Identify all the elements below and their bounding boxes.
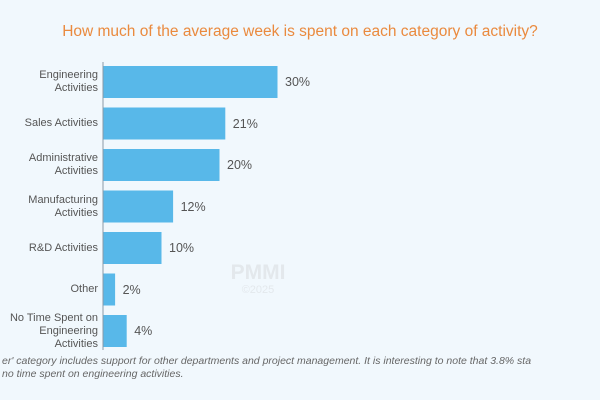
category-label: R&D Activities — [28, 241, 98, 254]
bar — [103, 190, 174, 223]
value-label: 30% — [285, 75, 311, 89]
footnote-line-1: er' category includes support for other … — [2, 355, 532, 367]
footnote: er' category includes support for other … — [2, 355, 596, 381]
watermark-brand: PMMI — [230, 261, 286, 284]
value-label: 10% — [169, 241, 195, 255]
bar — [103, 232, 162, 264]
watermark-copyright: ©2025 — [241, 284, 275, 296]
chart-title: How much of the average week is spent on… — [62, 23, 538, 40]
bar — [103, 107, 226, 140]
value-label: 2% — [122, 282, 141, 297]
category-label: Administrative Activities — [28, 152, 98, 177]
bar — [103, 66, 278, 98]
footnote-line-2: no time spent on engineering activities. — [2, 368, 184, 380]
bar — [103, 149, 220, 181]
value-label: 4% — [134, 324, 153, 338]
category-label: Sales Activities — [24, 117, 98, 129]
value-label: 20% — [227, 158, 253, 172]
category-label: Engineering Activities — [39, 69, 98, 94]
category-label: Manufacturing Activities — [28, 193, 98, 219]
category-label: Other — [70, 283, 98, 295]
value-label: 21% — [232, 116, 258, 131]
bar — [103, 315, 127, 347]
category-label: No Time Spent on Engineering Activities — [9, 311, 98, 350]
value-label: 12% — [180, 199, 206, 214]
watermark: PMMI ©2025 — [215, 261, 301, 297]
bar — [103, 273, 116, 306]
